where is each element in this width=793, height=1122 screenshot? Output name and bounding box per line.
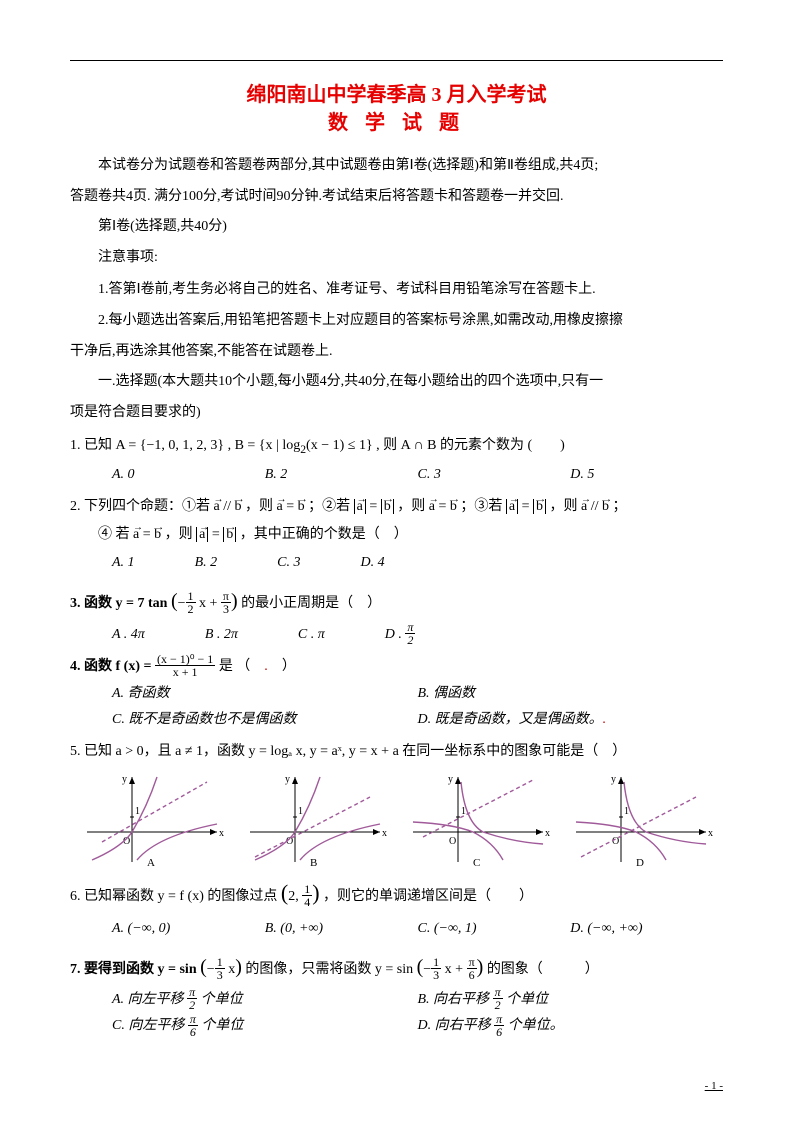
- q6-pre: 6. 已知幂函数 y = f (x) 的图像过点: [70, 889, 277, 904]
- page-number: - 1 -: [705, 1080, 723, 1092]
- intro-p1: 本试卷分为试题卷和答题卷两部分,其中试题卷由第Ⅰ卷(选择题)和第Ⅱ卷组成,共4页…: [70, 151, 723, 180]
- q7-mid: 的图像，只需将函数 y = sin: [245, 962, 413, 977]
- q1-post: (x − 1) ≤ 1} , 则 A ∩ B 的元素个数为 ( ): [306, 438, 565, 453]
- q4-row2: C. 既不是奇函数也不是偶函数 D. 既是奇函数，又是偶函数。.: [70, 707, 723, 734]
- q5-stem: 5. 已知 a > 0，且 a ≠ 1，函数 y = logₐ x, y = a…: [70, 738, 723, 766]
- notice-2b: 干净后,再选涂其他答案,不能答在试题卷上.: [70, 337, 723, 366]
- q3-f1n: 1: [186, 590, 196, 603]
- q1-options: A. 0 B. 2 C. 3 D. 5: [70, 461, 723, 489]
- mc-heading-b: 项是符合题目要求的): [70, 398, 723, 427]
- q6-C: C. (−∞, 1): [418, 915, 571, 943]
- q4-blank: .: [250, 659, 282, 674]
- q3-A: A . 4π: [112, 621, 145, 649]
- q1-B: B. 2: [265, 461, 418, 489]
- intro-p2: 答题卷共4页. 满分100分,考试时间90分钟.考试结束后将答题卡和答题卷一并交…: [70, 182, 723, 211]
- q4-den: x + 1: [155, 666, 215, 678]
- q3-f2d: 3: [221, 603, 231, 615]
- svg-text:x: x: [708, 828, 713, 839]
- q6-A: A. (−∞, 0): [112, 915, 265, 943]
- q2-D: D. 4: [360, 549, 384, 577]
- q5-graph-B: O x y 1 B: [240, 772, 390, 867]
- q5-graph-D: O x y 1 D: [566, 772, 716, 867]
- notice-1: 1.答第Ⅰ卷前,考生务必将自己的姓名、准考证号、考试科目用铅笔涂写在答题卡上.: [70, 275, 723, 304]
- q2-C: C. 3: [277, 549, 300, 577]
- q3-options: A . 4π B . 2π C . π D . π2: [70, 621, 723, 649]
- q3-C: C . π: [298, 621, 325, 649]
- q2-stem-2: ④ 若 a = b ，则 a = b ，其中正确的个数是（ ）: [70, 521, 723, 549]
- q7-A: A. 向左平移 π2 个单位: [112, 987, 418, 1014]
- top-rule: [70, 60, 723, 61]
- q1-pre: 1. 已知 A = {−1, 0, 1, 2, 3} , B = {x | lo…: [70, 438, 300, 453]
- q1-A: A. 0: [112, 461, 265, 489]
- q1-C: C. 3: [418, 461, 571, 489]
- q7-pre: 7. 要得到函数 y = sin: [70, 962, 197, 977]
- q5-graph-A: O x y 1 A: [77, 772, 227, 867]
- svg-text:1: 1: [135, 806, 140, 817]
- q4-stem: 4. 函数 f (x) = (x − 1)⁰ − 1x + 1 是 （ . ）: [70, 653, 723, 681]
- svg-text:x: x: [382, 828, 387, 839]
- q2-stem: 2. 下列四个命题：①若 a // b ，则 a = b ；②若 a = b ，…: [70, 493, 723, 521]
- svg-text:D: D: [636, 857, 644, 867]
- svg-text:y: y: [285, 774, 290, 785]
- q6-post: ，则它的单调递增区间是（ ）: [323, 889, 533, 904]
- q3-B: B . 2π: [205, 621, 238, 649]
- svg-text:B: B: [310, 857, 317, 867]
- q7-row1: A. 向左平移 π2 个单位 B. 向右平移 π2 个单位: [70, 987, 723, 1014]
- q4-B: B. 偶函数: [418, 681, 724, 708]
- q4-D: D. 既是奇函数，又是偶函数。.: [418, 707, 724, 734]
- q4-num: (x − 1)⁰ − 1: [155, 653, 215, 666]
- svg-text:O: O: [612, 836, 619, 847]
- q7-B: B. 向右平移 π2 个单位: [418, 987, 724, 1014]
- svg-text:y: y: [122, 774, 127, 785]
- notice-heading: 注意事项:: [70, 243, 723, 272]
- q2-options: A. 1 B. 2 C. 3 D. 4: [70, 549, 723, 577]
- mc-heading-a: 一.选择题(本大题共10个小题,每小题4分,共40分,在每小题给出的四个选项中,…: [70, 367, 723, 396]
- title-sub: 数 学 试 题: [70, 109, 723, 137]
- q3-D: D . π2: [385, 621, 416, 649]
- q4-row1: A. 奇函数 B. 偶函数: [70, 681, 723, 708]
- q1-stem: 1. 已知 A = {−1, 0, 1, 2, 3} , B = {x | lo…: [70, 432, 723, 461]
- q4-C: C. 既不是奇函数也不是偶函数: [112, 707, 418, 734]
- q7-stem: 7. 要得到函数 y = sin (−13 x) 的图像，只需将函数 y = s…: [70, 947, 723, 987]
- q3-stem: 3. 函数 y = 7 tan (−12 x + π3) 的最小正周期是（ ）: [70, 581, 723, 621]
- q6-stem: 6. 已知幂函数 y = f (x) 的图像过点 (2, 14) ，则它的单调递…: [70, 871, 723, 915]
- q6-options: A. (−∞, 0) B. (0, +∞) C. (−∞, 1) D. (−∞,…: [70, 915, 723, 943]
- q7-C: C. 向左平移 π6 个单位: [112, 1013, 418, 1040]
- q1-D: D. 5: [570, 461, 723, 489]
- title-main: 绵阳南山中学春季高 3 月入学考试: [70, 81, 723, 109]
- q7-post: 的图象（ ）: [487, 962, 599, 977]
- q3-f2n: π: [221, 590, 231, 603]
- svg-text:x: x: [545, 828, 550, 839]
- q6-D: D. (−∞, +∞): [570, 915, 723, 943]
- title-block: 绵阳南山中学春季高 3 月入学考试 数 学 试 题: [70, 81, 723, 137]
- q3-pre: 3. 函数 y = 7 tan: [70, 596, 167, 611]
- q7-D: D. 向右平移 π6 个单位。: [418, 1013, 724, 1040]
- q2-A: A. 1: [112, 549, 135, 577]
- q3-f1d: 2: [186, 603, 196, 615]
- svg-text:y: y: [448, 774, 453, 785]
- svg-text:A: A: [147, 857, 155, 867]
- q5-graphs: O x y 1 A O x y 1 B O x y 1 C: [70, 772, 723, 867]
- q4-pre: 4. 函数 f (x) =: [70, 659, 155, 674]
- section-1: 第Ⅰ卷(选择题,共40分): [70, 212, 723, 241]
- svg-text:1: 1: [298, 806, 303, 817]
- q6-B: B. (0, +∞): [265, 915, 418, 943]
- svg-text:x: x: [219, 828, 224, 839]
- q4-post: 是 （: [219, 659, 251, 674]
- q4-end: ）: [282, 659, 296, 674]
- q7-row2: C. 向左平移 π6 个单位 D. 向右平移 π6 个单位。: [70, 1013, 723, 1040]
- svg-text:y: y: [611, 774, 616, 785]
- q3-post: 的最小正周期是（ ）: [241, 596, 381, 611]
- q5-graph-C: O x y 1 C: [403, 772, 553, 867]
- svg-text:O: O: [449, 836, 456, 847]
- svg-text:C: C: [473, 857, 480, 867]
- q2-B: B. 2: [195, 549, 218, 577]
- q4-A: A. 奇函数: [112, 681, 418, 708]
- notice-2a: 2.每小题选出答案后,用铅笔把答题卡上对应题目的答案标号涂黑,如需改动,用橡皮擦…: [70, 306, 723, 335]
